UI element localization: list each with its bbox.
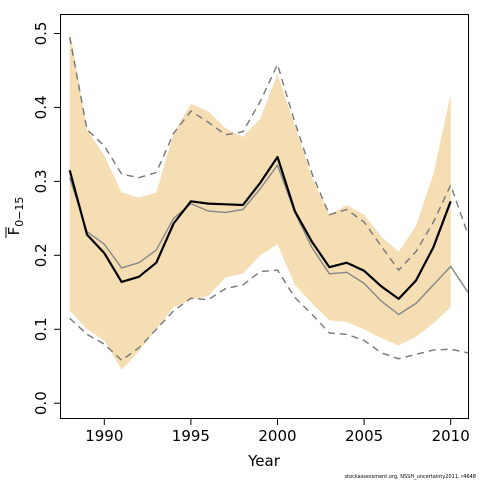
y-tick-label: 0.1	[32, 317, 50, 341]
grey-series-line	[69, 164, 469, 316]
y-tick-label: 0.4	[32, 95, 50, 119]
plot-frame	[60, 14, 469, 419]
x-tick-label: 2005	[345, 427, 383, 445]
y-axis-title-subscript: 0−15	[13, 197, 26, 227]
x-axis-title: Year	[247, 452, 281, 470]
y-tick-label: 0.2	[32, 243, 50, 267]
lower-dashed-line	[69, 269, 469, 361]
y-tick-label: 0.5	[32, 22, 50, 46]
credit-text: stockassessment.org, NSSH_uncertainty201…	[344, 474, 476, 480]
upper-dashed-line	[69, 37, 469, 271]
confidence-band-layer	[69, 29, 451, 370]
y-axis-title: F0−15	[5, 197, 26, 238]
svg-text:F0−15: F0−15	[5, 197, 26, 236]
y-tick-label: 0.3	[32, 169, 50, 193]
x-tick-label: 1990	[85, 427, 123, 445]
series-lines-layer	[68, 37, 469, 361]
estimate-line	[68, 155, 452, 300]
x-tick-label: 1995	[172, 427, 210, 445]
axes-layer: 1990 1995 2000 2005 2010 0.0 0.1 0.2 0.3 0.4 0.5	[32, 22, 470, 445]
y-axis-title-main: F	[5, 227, 23, 236]
x-tick-label: 2010	[432, 427, 470, 445]
confidence-band	[69, 29, 451, 370]
x-tick-label: 2000	[258, 427, 296, 445]
y-tick-label: 0.0	[32, 391, 50, 415]
